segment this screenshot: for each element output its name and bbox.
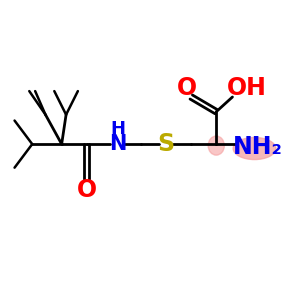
Text: NH₂: NH₂ <box>232 135 282 159</box>
Ellipse shape <box>208 136 224 155</box>
Text: O: O <box>76 178 97 202</box>
Ellipse shape <box>233 137 276 160</box>
Text: O: O <box>177 76 197 100</box>
Text: S: S <box>158 132 175 156</box>
Text: N: N <box>109 134 126 154</box>
Text: H: H <box>110 120 125 138</box>
Text: OH: OH <box>227 76 267 100</box>
